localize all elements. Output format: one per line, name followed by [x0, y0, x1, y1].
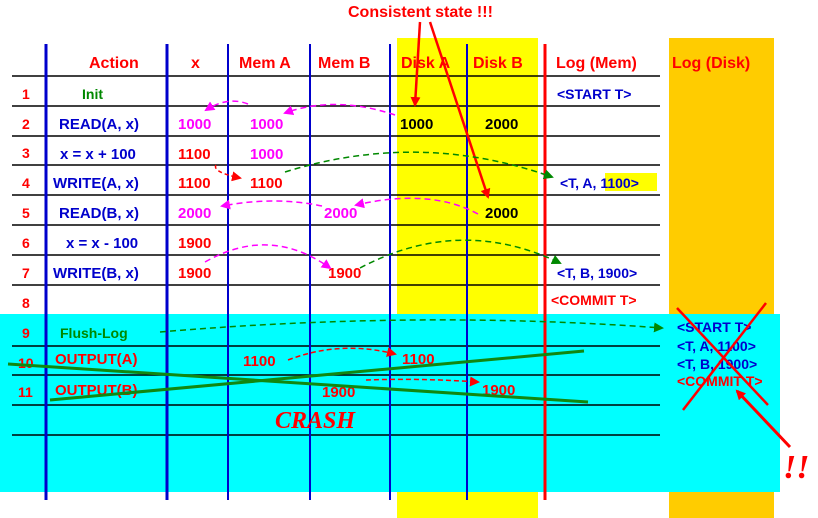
x-cell: 1100	[178, 146, 211, 163]
header-mem-b: Mem B	[318, 55, 370, 72]
action-cell: WRITE(A, x)	[53, 175, 139, 192]
row-number: 7	[22, 265, 30, 281]
log-write-b-arrow	[359, 239, 562, 269]
read-a-arrow-x	[204, 100, 249, 112]
column-lines	[44, 44, 547, 500]
x-cell: 1100	[178, 175, 211, 192]
x-cell: 1000	[178, 116, 211, 133]
output-b-arrow	[365, 376, 480, 387]
log-mem-cell: <T, A, 1100>	[560, 175, 639, 191]
crash-label: CRASH	[275, 408, 356, 434]
log-mem-cell-text: <T, A, 1100>	[560, 175, 639, 191]
action-cell: x = x - 100	[66, 235, 138, 252]
header-action: Action	[89, 55, 139, 72]
disk-b-cell: 2000	[485, 205, 518, 222]
x-cell: 1900	[178, 235, 211, 252]
mem-b-cell: 1900	[328, 265, 361, 282]
row-lines	[12, 75, 660, 436]
row-numbers: 1 2 3 4 5 6 7 8 9 10 11	[18, 86, 34, 400]
read-b-arrow-x	[220, 199, 323, 210]
log-mem-column: <START T> <T, A, 1100> <T, B, 1900> <COM…	[551, 86, 639, 308]
action-cell: Flush-Log	[60, 325, 128, 341]
consistent-arrow-disk-a	[410, 21, 422, 107]
row-number: 11	[18, 384, 33, 400]
log-arrows	[159, 151, 664, 333]
header-disk-a: Disk A	[401, 55, 451, 72]
row-number: 9	[22, 325, 30, 341]
row-number: 6	[22, 235, 30, 251]
row-number: 10	[18, 355, 34, 371]
write-b-arrow	[204, 244, 332, 270]
header-x: x	[191, 55, 200, 72]
row-number: 5	[22, 205, 30, 221]
log-write-a-arrow	[284, 151, 554, 180]
mem-b-cell: 1900	[322, 384, 355, 401]
mem-b-column: 2000 1900 1900	[322, 205, 361, 401]
mem-b-cell: 2000	[324, 205, 357, 222]
output-arrows	[287, 347, 480, 387]
table-header: Action x Mem A Mem B Disk A Disk B Log (…	[89, 55, 750, 72]
header-mem-a: Mem A	[239, 55, 291, 72]
mem-a-cell: 1000	[250, 116, 283, 133]
x-column: 1000 1100 1100 2000 1900 1900	[178, 116, 211, 282]
consistent-state-title: Consistent state !!!	[348, 4, 493, 21]
log-disk-entry: <T, B, 1900>	[677, 356, 757, 372]
flush-log-arrow	[159, 319, 664, 333]
log-mem-cell: <T, B, 1900>	[557, 265, 637, 281]
row-number: 4	[22, 175, 30, 191]
mem-a-cell: 1000	[250, 146, 283, 163]
action-cell: x = x + 100	[60, 146, 136, 163]
disk-columns: 1000 2000 2000 1100 1900	[400, 116, 518, 399]
write-a-arrow	[214, 164, 242, 182]
log-mem-cell: <COMMIT T>	[551, 292, 637, 308]
read-arrows	[204, 100, 479, 270]
disk-b-cell: 2000	[485, 116, 518, 133]
x-cell: 1900	[178, 265, 211, 282]
x-cell: 2000	[178, 205, 211, 222]
consistent-arrow-disk-b	[428, 21, 491, 199]
disk-a-cell: 1000	[400, 116, 433, 133]
log-disk-cross	[676, 302, 769, 411]
exclaim-mark: !!	[783, 449, 809, 486]
read-a-arrow-mem	[283, 103, 396, 116]
log-disk-column: <START T> <T, A, 1100> <T, B, 1900> <COM…	[677, 319, 763, 389]
log-disk-entry: <START T>	[677, 319, 751, 335]
action-cell: READ(A, x)	[59, 116, 139, 133]
log-value-highlight	[605, 173, 657, 191]
header-log-mem: Log (Mem)	[556, 55, 637, 72]
row-number: 8	[22, 295, 30, 311]
row-number: 1	[22, 86, 30, 102]
action-cell: READ(B, x)	[59, 205, 139, 222]
log-mem-cell: <START T>	[557, 86, 631, 102]
row-number: 3	[22, 145, 30, 161]
header-log-disk: Log (Disk)	[672, 55, 750, 72]
output-a-arrow	[287, 347, 397, 361]
action-cell: Init	[82, 86, 103, 102]
action-cell: WRITE(B, x)	[53, 265, 139, 282]
header-disk-b: Disk B	[473, 55, 523, 72]
action-cell: OUTPUT(A)	[55, 351, 138, 368]
mem-a-column: 1000 1000 1100 1100	[243, 116, 283, 370]
mem-a-cell: 1100	[250, 175, 283, 192]
strike-lines	[7, 349, 589, 404]
disk-a-cell: 1100	[402, 351, 435, 368]
action-column: Init READ(A, x) x = x + 100 WRITE(A, x) …	[53, 86, 139, 399]
mem-a-cell: 1100	[243, 353, 276, 370]
read-b-arrow-mem	[354, 197, 479, 215]
row-number: 2	[22, 116, 30, 132]
exclaim-arrow	[735, 389, 792, 449]
